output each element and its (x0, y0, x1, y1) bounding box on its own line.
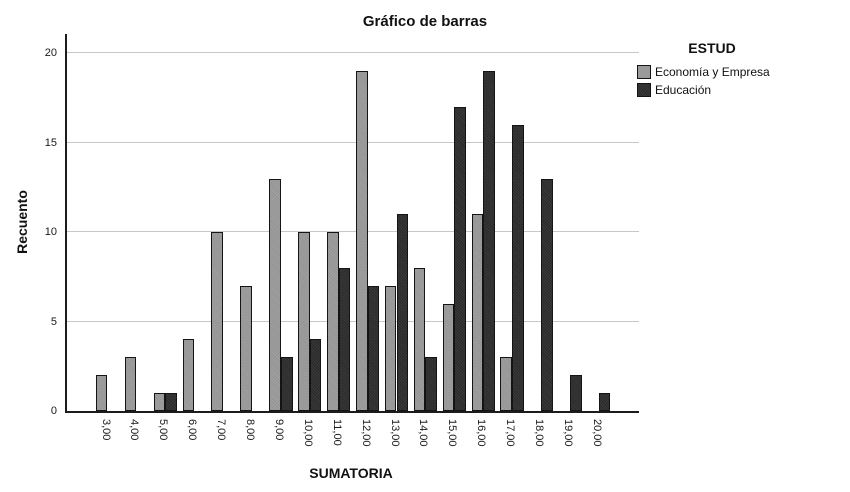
y-tick-label-10: 10 (44, 226, 57, 239)
legend-item-0: Economía y Empresa (637, 65, 797, 79)
bar-econom-a-y-empresa-6,00 (182, 339, 195, 411)
bar-econom-a-y-empresa-17,00 (500, 357, 513, 411)
bar-educaci-n-14,00 (425, 357, 438, 411)
x-axis-ticks: 3,00 4,00 5,00 6,00 7,00 8,00 9,00 10,00 11,00 12… (65, 415, 637, 465)
plot-area (65, 34, 639, 413)
gridline-5 (67, 320, 639, 322)
bar-econom-a-y-empresa-7,00 (211, 232, 224, 411)
legend-swatch-icon (637, 83, 651, 97)
x-tick-label-17,00: 17,00 (504, 419, 517, 447)
bar-educaci-n-15,00 (454, 107, 466, 411)
bar-econom-a-y-empresa-14,00 (413, 267, 426, 411)
legend: ESTUD Economía y Empresa Educación (637, 40, 797, 101)
gridline-10 (67, 231, 639, 233)
gridline-15 (67, 141, 639, 143)
bar-educaci-n-16,00 (483, 71, 495, 411)
y-tick-label-0: 0 (50, 405, 57, 417)
chart-title: Gráfico de barras (362, 13, 488, 30)
x-tick-label-3,00: 3,00 (99, 419, 112, 441)
x-tick-label-10,00: 10,00 (301, 419, 314, 447)
bar-educaci-n-19,00 (569, 375, 582, 411)
bar-educaci-n-10,00 (309, 339, 322, 411)
bar-educaci-n-17,00 (512, 124, 524, 411)
x-tick-label-15,00: 15,00 (446, 419, 459, 447)
bar-econom-a-y-empresa-9,00 (269, 178, 281, 411)
bar-econom-a-y-empresa-11,00 (327, 232, 339, 411)
x-tick-label-5,00: 5,00 (157, 419, 170, 441)
bar-educaci-n-5,00 (165, 393, 177, 411)
legend-item-label: Economía y Empresa (655, 65, 770, 79)
bar-econom-a-y-empresa-13,00 (384, 285, 397, 411)
x-tick-label-19,00: 19,00 (561, 419, 574, 447)
x-tick-label-18,00: 18,00 (533, 419, 545, 447)
x-tick-label-9,00: 9,00 (272, 419, 285, 441)
legend-title: ESTUD (688, 40, 736, 56)
y-tick-label-20: 20 (44, 47, 57, 60)
gridline-20 (67, 52, 639, 54)
x-tick-label-13,00: 13,00 (388, 419, 401, 447)
x-tick-label-6,00: 6,00 (186, 419, 199, 441)
y-tick-label-5: 5 (50, 315, 57, 328)
x-tick-label-7,00: 7,00 (215, 419, 228, 441)
legend-items: Economía y Empresa Educación (637, 65, 797, 97)
x-tick-label-20,00: 20,00 (590, 419, 603, 447)
bar-educaci-n-18,00 (541, 178, 553, 411)
legend-swatch-icon (637, 65, 651, 79)
bar-econom-a-y-empresa-5,00 (153, 393, 166, 411)
y-tick-label-15: 15 (44, 136, 57, 149)
legend-item-1: Educación (637, 83, 797, 97)
bar-econom-a-y-empresa-16,00 (471, 214, 484, 411)
bar-econom-a-y-empresa-15,00 (442, 303, 455, 411)
x-tick-label-14,00: 14,00 (417, 419, 430, 447)
x-tick-label-8,00: 8,00 (244, 419, 256, 441)
x-tick-label-16,00: 16,00 (475, 419, 488, 447)
bar-educaci-n-9,00 (280, 357, 293, 411)
bar-econom-a-y-empresa-3,00 (95, 375, 108, 411)
bar-educaci-n-20,00 (598, 393, 611, 411)
bar-econom-a-y-empresa-4,00 (124, 357, 137, 411)
bar-educaci-n-11,00 (338, 267, 351, 411)
bar-econom-a-y-empresa-10,00 (298, 232, 310, 411)
bar-econom-a-y-empresa-12,00 (355, 71, 368, 411)
x-tick-label-4,00: 4,00 (128, 419, 141, 441)
bar-econom-a-y-empresa-8,00 (240, 285, 252, 411)
legend-item-label: Educación (655, 83, 712, 97)
x-tick-label-12,00: 12,00 (359, 419, 372, 447)
x-tick-label-11,00: 11,00 (330, 419, 343, 446)
x-axis-label: SUMATORIA (309, 465, 393, 481)
y-axis-ticks: 0 5 10 15 20 (0, 34, 57, 417)
bar-educaci-n-13,00 (396, 214, 409, 411)
bar-educaci-n-12,00 (367, 285, 380, 411)
